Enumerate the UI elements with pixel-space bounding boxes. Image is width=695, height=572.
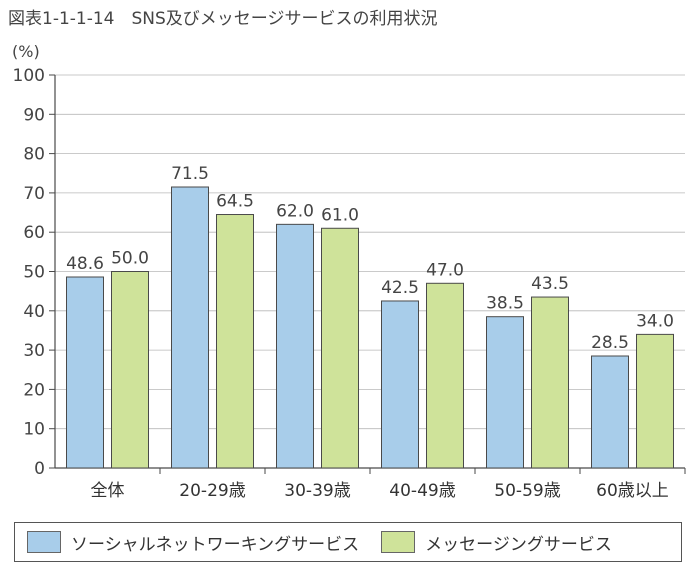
data-label-sns-1: 71.5 (171, 164, 209, 184)
bar-messaging-4 (531, 296, 569, 469)
x-tick-label-3: 40-49歳 (389, 481, 455, 501)
data-label-messaging-1: 64.5 (216, 192, 254, 212)
data-label-messaging-5: 34.0 (636, 311, 674, 331)
data-label-sns-5: 28.5 (591, 333, 629, 353)
y-tick-label-50: 50 (23, 263, 45, 283)
data-label-sns-0: 48.6 (66, 254, 104, 274)
y-tick-label-30: 30 (23, 341, 45, 361)
y-tick-label-70: 70 (23, 184, 45, 204)
bar-sns-4 (486, 316, 524, 469)
figure-title: 図表1-1-1-14 SNS及びメッセージサービスの利用状況 (8, 9, 438, 29)
x-tick-label-5: 60歳以上 (596, 481, 669, 501)
y-tick-label-0: 0 (34, 459, 45, 479)
y-tick-label-80: 80 (23, 145, 45, 165)
y-tick-label-20: 20 (23, 380, 45, 400)
bar-sns-2 (276, 223, 314, 469)
legend-label-messaging: メッセージングサービス (425, 534, 612, 555)
legend-label-sns: ソーシャルネットワーキングサービス (71, 534, 360, 555)
x-tick-label-1: 20-29歳 (179, 481, 245, 501)
data-label-sns-3: 42.5 (381, 278, 419, 298)
bar-messaging-5 (636, 333, 674, 469)
y-tick-label-100: 100 (13, 66, 45, 86)
y-axis-unit-label: (%) (12, 42, 40, 61)
data-label-sns-4: 38.5 (486, 294, 524, 314)
y-tick-label-10: 10 (23, 420, 45, 440)
bar-messaging-1 (216, 214, 254, 469)
legend-item-messaging: メッセージングサービス (381, 530, 612, 555)
bar-sns-5 (591, 355, 629, 469)
x-tick-label-4: 50-59歳 (494, 481, 560, 501)
legend-swatch-sns (27, 531, 61, 553)
bar-chart: 0 10 20 30 40 50 60 70 80 90 100 48.6 50.0 全体 71.5 64.5… (13, 66, 686, 501)
chart-legend: ソーシャルネットワーキングサービス メッセージングサービス (14, 522, 682, 562)
bar-sns-1 (171, 186, 209, 469)
y-tick-label-40: 40 (23, 302, 45, 322)
data-label-messaging-3: 47.0 (426, 260, 464, 280)
data-label-sns-2: 62.0 (276, 201, 314, 221)
legend-item-sns: ソーシャルネットワーキングサービス (27, 530, 359, 555)
x-tick-label-0: 全体 (91, 481, 125, 501)
data-label-messaging-2: 61.0 (321, 205, 359, 225)
bar-messaging-0 (111, 271, 149, 469)
y-tick-label-90: 90 (23, 105, 45, 125)
y-tick-label-60: 60 (23, 223, 45, 243)
data-label-messaging-0: 50.0 (111, 249, 149, 269)
x-tick-label-2: 30-39歳 (284, 481, 350, 501)
bar-sns-0 (66, 276, 104, 469)
bar-messaging-2 (321, 227, 359, 469)
bar-messaging-3 (426, 282, 464, 469)
bar-sns-3 (381, 300, 419, 469)
data-label-messaging-4: 43.5 (531, 274, 569, 294)
legend-swatch-messaging (381, 531, 416, 553)
